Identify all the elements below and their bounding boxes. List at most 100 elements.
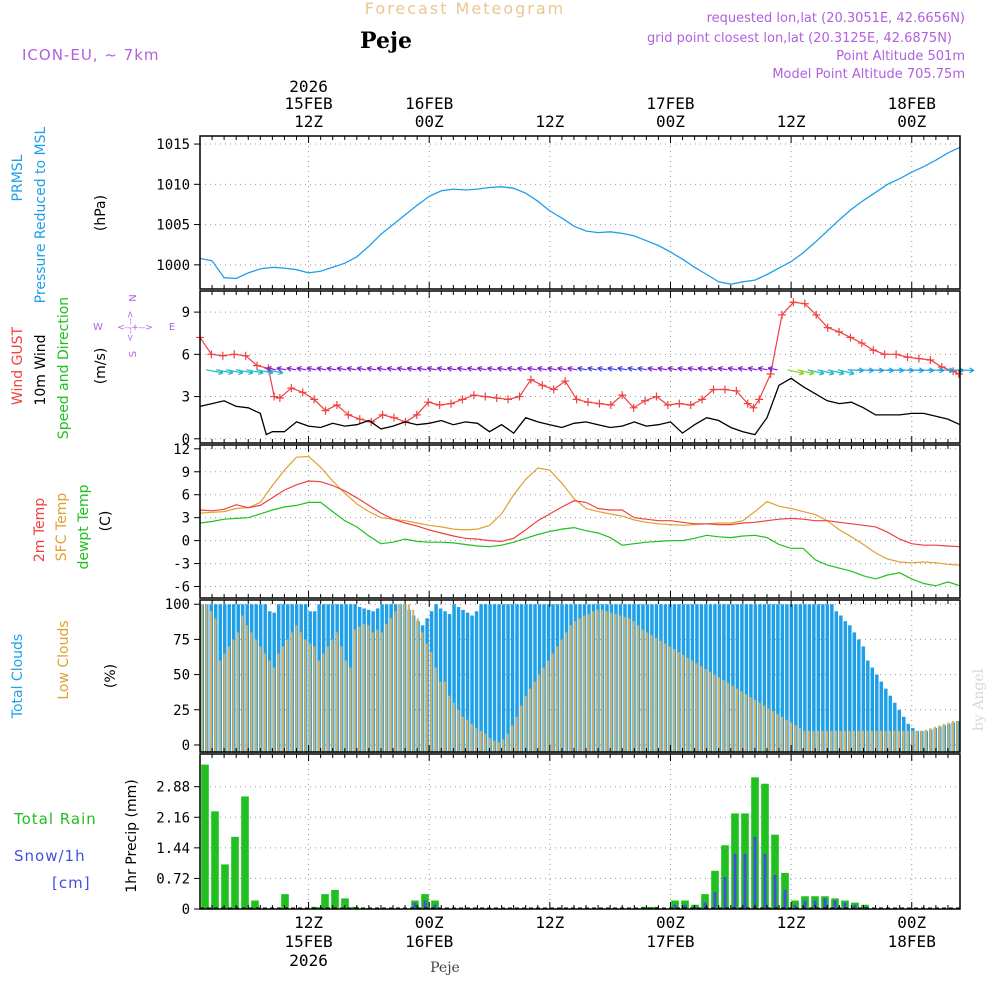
wind-direction-arrow xyxy=(497,365,507,372)
cloud-total-bar xyxy=(735,604,740,753)
wind-direction-arrow xyxy=(486,365,497,372)
gust-marker xyxy=(469,391,478,400)
gust-marker xyxy=(892,350,901,359)
wind-direction-arrow xyxy=(727,365,738,372)
cloud-low-bar xyxy=(529,688,532,753)
cloud-low-bar xyxy=(686,657,689,753)
compass-n: N xyxy=(128,294,139,301)
gust-marker xyxy=(880,350,889,359)
gust-marker xyxy=(652,392,661,401)
cloud-low-bar xyxy=(286,639,289,753)
cloud-total-bar xyxy=(857,639,861,753)
cloud-low-bar xyxy=(785,719,788,753)
cloud-total-bar xyxy=(870,667,875,753)
cloud-total-bar xyxy=(785,604,789,753)
wind-direction-arrow xyxy=(677,365,688,372)
clouds-ytick-label: 75 xyxy=(173,632,190,648)
cloud-total-bar xyxy=(767,604,771,753)
cloud-low-bar xyxy=(425,643,428,753)
cloud-low-bar xyxy=(861,730,864,753)
cloud-low-bar xyxy=(929,728,932,753)
rain-bar xyxy=(771,834,779,909)
gust-marker xyxy=(675,399,684,408)
cloud-low-bar xyxy=(884,730,887,753)
cloud-low-bar xyxy=(394,611,397,753)
cloud-low-bar xyxy=(803,730,806,753)
cloud-total-bar xyxy=(866,660,870,753)
point-altitude: Point Altitude 501m xyxy=(836,49,965,64)
wind-direction-arrow xyxy=(276,365,287,372)
cloud-low-bar xyxy=(659,640,662,753)
cloud-total-bar xyxy=(470,615,474,753)
cloud-low-bar xyxy=(920,730,923,753)
cloud-low-bar xyxy=(574,621,577,753)
snow-bar xyxy=(793,904,797,909)
bottom-date-label: 18FEB xyxy=(888,932,936,951)
cloud-low-bar xyxy=(344,660,347,753)
wind-direction-arrow xyxy=(557,365,568,372)
cloud-total-bar xyxy=(803,604,807,753)
gust-marker xyxy=(412,410,421,419)
wind-direction-arrow xyxy=(567,365,578,372)
cloud-low-bar xyxy=(511,725,514,753)
snow-bar xyxy=(753,836,757,909)
bottom-time-label: 12Z xyxy=(294,913,323,932)
cloud-low-bar xyxy=(398,604,401,753)
rain-bar xyxy=(211,811,219,909)
top-time-label: 12Z xyxy=(294,112,323,131)
wind-direction-arrow xyxy=(456,365,467,372)
cloud-total-bar xyxy=(780,604,785,753)
cloud-low-bar xyxy=(349,667,352,753)
gust-marker xyxy=(777,310,786,319)
top-date-label: 16FEB xyxy=(405,94,453,113)
cloud-low-bar xyxy=(650,635,653,753)
precip-ytick-label: 2.88 xyxy=(156,780,190,796)
wind-direction-arrow xyxy=(717,365,728,372)
cloud-low-bar xyxy=(578,618,581,753)
gust-marker xyxy=(287,384,296,393)
model-altitude: Model Point Altitude 705.75m xyxy=(772,67,965,82)
cloud-total-bar xyxy=(465,612,470,753)
compass-arrows-ns: <-- --> xyxy=(126,311,136,342)
cloud-low-bar xyxy=(560,639,563,753)
compass-arrows-we: <--+--> xyxy=(117,323,153,333)
wind-frame xyxy=(199,290,961,444)
precip-unit: 1hr Precip (mm) xyxy=(124,779,140,892)
rain-bar xyxy=(341,898,349,909)
cloud-low-bar xyxy=(713,674,716,753)
cloud-total-bar xyxy=(515,604,519,753)
cloud-low-bar xyxy=(313,646,316,753)
wind-direction-arrow xyxy=(627,365,638,372)
cloud-low-bar xyxy=(596,609,599,753)
cloud-total-bar xyxy=(474,611,479,753)
cloud-low-bar xyxy=(448,695,451,753)
clouds-label-low: Low Clouds xyxy=(56,620,72,699)
cloud-low-bar xyxy=(623,616,626,753)
rain-bar xyxy=(231,836,239,909)
cloud-low-bar xyxy=(911,730,914,753)
wind-direction-arrow xyxy=(306,365,317,372)
cloud-low-bar xyxy=(812,730,815,753)
cloud-low-bar xyxy=(754,699,757,753)
cloud-low-bar xyxy=(731,685,734,753)
snow-bar xyxy=(713,892,717,909)
gust-marker xyxy=(389,413,398,422)
cloud-total-bar xyxy=(852,632,857,753)
cloud-low-bar xyxy=(673,649,676,753)
precip-label-rain: Total Rain xyxy=(13,810,97,828)
cloud-low-bar xyxy=(893,730,896,753)
gust-marker xyxy=(606,401,615,409)
precip-ytick-label: 0 xyxy=(182,902,190,918)
cloud-low-bar xyxy=(493,740,496,753)
compass-e: E xyxy=(169,322,175,333)
wind-direction-arrow xyxy=(376,365,387,372)
wind-direction-arrow xyxy=(657,365,668,372)
cloud-total-bar xyxy=(834,611,839,753)
cloud-low-bar xyxy=(781,716,784,753)
cloud-low-bar xyxy=(848,730,851,753)
cloud-low-bar xyxy=(263,653,266,753)
snow-bar xyxy=(773,875,777,909)
cloud-low-bar xyxy=(875,730,878,753)
bottom-date-label: 17FEB xyxy=(646,932,694,951)
